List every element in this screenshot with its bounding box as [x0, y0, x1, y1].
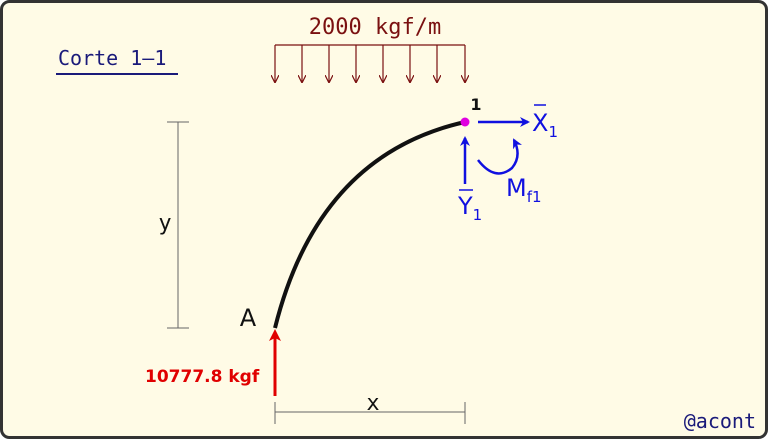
- force-subscript: 1: [473, 206, 483, 224]
- load-label: 2000 kgf/m: [309, 15, 441, 40]
- node-label: 1: [470, 95, 481, 114]
- force-symbol: Y: [457, 192, 473, 220]
- force-subscript: f1: [527, 188, 542, 206]
- dimension-label: y: [158, 211, 171, 236]
- force-symbol: X: [532, 109, 548, 137]
- moment-arrow: [477, 138, 523, 175]
- force-subscript: 1: [548, 123, 558, 141]
- dimension-label: x: [366, 391, 379, 416]
- reaction-label: 10777.8 kgf: [145, 367, 260, 387]
- force-label: Y1: [457, 192, 482, 224]
- force-label: X1: [532, 109, 558, 141]
- force-symbol: M: [506, 174, 527, 202]
- watermark: @acont: [684, 409, 756, 433]
- support-label: A: [240, 304, 257, 332]
- node: [460, 117, 470, 127]
- dimension-y: [167, 121, 189, 329]
- section-title: Corte 1–1: [58, 46, 166, 70]
- dimension-x: [274, 402, 466, 424]
- load-arrows: [275, 44, 465, 82]
- arch: [273, 120, 466, 329]
- force-label: Mf1: [506, 174, 542, 206]
